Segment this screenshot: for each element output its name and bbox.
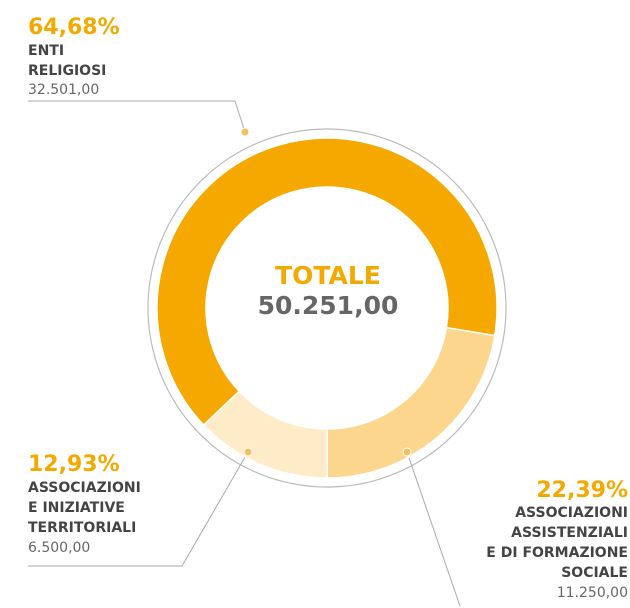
category-label: ASSOCIAZIONI [515, 505, 628, 521]
leader-line [28, 100, 246, 133]
percent-label: 22,39% [536, 478, 628, 503]
category-label: ENTI [28, 43, 64, 59]
category-label: ASSOCIAZIONI [28, 480, 141, 496]
category-label: SOCIALE [561, 565, 628, 581]
percent-label: 12,93% [28, 452, 120, 477]
category-label: E INIZIATIVE [28, 500, 125, 516]
category-label: TERRITORIALI [28, 520, 136, 536]
slice [202, 390, 328, 479]
leader-dot [402, 447, 412, 457]
category-label: ASSISTENZIALI [511, 525, 628, 541]
slice [326, 326, 496, 479]
outer-ring [147, 128, 507, 488]
leader-dot [243, 447, 253, 457]
leader-line [28, 451, 249, 567]
category-label: RELIGIOSI [28, 63, 106, 79]
leader-dot [240, 127, 250, 137]
slice [156, 137, 498, 427]
percent-label: 64,68% [28, 15, 120, 40]
value-label: 32.501,00 [28, 82, 99, 98]
value-label: 6.500,00 [28, 540, 90, 556]
center-title: TOTALE [275, 261, 381, 290]
leader-line [406, 451, 461, 607]
value-label: 11.250,00 [557, 585, 628, 601]
center-total: 50.251,00 [258, 291, 399, 320]
category-label: E DI FORMAZIONE [486, 545, 628, 561]
